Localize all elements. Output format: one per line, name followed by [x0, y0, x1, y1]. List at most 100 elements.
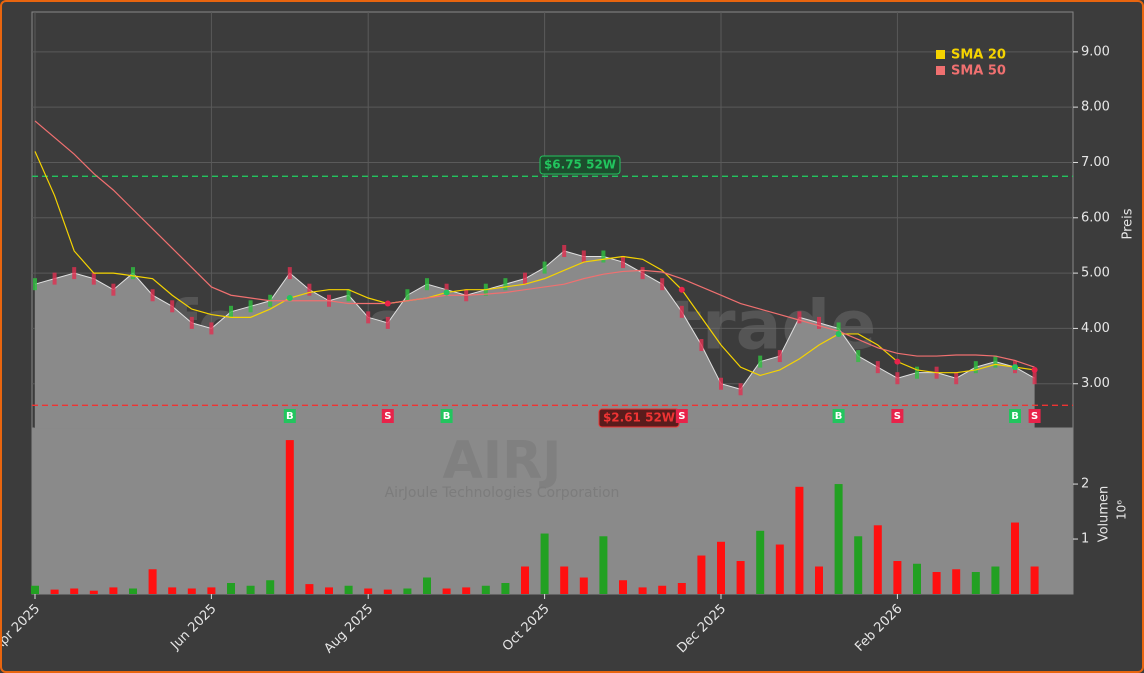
- signal-dot: [286, 295, 293, 301]
- signal-dot: [894, 358, 901, 365]
- candle: [640, 267, 645, 280]
- volume-bar: [129, 588, 137, 594]
- candle: [425, 278, 429, 291]
- volume-bar: [775, 544, 784, 594]
- candle: [542, 261, 547, 274]
- y-tick-label: 9.00: [1081, 44, 1110, 59]
- volume-bar: [854, 536, 863, 594]
- y2-tick-label: 2: [1081, 477, 1089, 492]
- candle: [562, 244, 567, 257]
- volume-bar: [305, 584, 314, 594]
- volume-bar: [89, 590, 98, 594]
- volume-bar: [423, 577, 431, 594]
- volume-bar: [50, 589, 59, 594]
- legend-label: SMA 50: [951, 64, 1006, 79]
- candle: [248, 300, 253, 313]
- candle: [307, 283, 312, 296]
- candle: [915, 366, 919, 379]
- volume-bar: [246, 585, 255, 594]
- signal-label: B: [1011, 411, 1019, 422]
- volume-bar: [285, 440, 294, 594]
- candle: [72, 267, 77, 280]
- signal-label: S: [1031, 411, 1038, 422]
- x-tick-label: Aug 2025: [321, 602, 376, 657]
- volume-bar: [227, 583, 235, 594]
- legend-swatch: [936, 50, 945, 59]
- volume-bar: [834, 484, 843, 594]
- volume-bar: [521, 566, 529, 594]
- candle: [111, 283, 116, 296]
- volume-bar: [168, 587, 177, 594]
- signal-badge: [675, 409, 688, 423]
- candle: [856, 350, 861, 363]
- signal-label: S: [384, 411, 391, 422]
- volume-bar: [795, 486, 804, 594]
- y-tick-label: 8.00: [1081, 100, 1110, 115]
- signal-badge: [832, 409, 845, 423]
- signal-dot: [1012, 364, 1018, 371]
- volume-bar: [501, 583, 510, 594]
- signal-badge: [283, 409, 296, 423]
- candle: [660, 278, 665, 291]
- candle: [875, 361, 880, 374]
- volume-bar: [599, 536, 608, 594]
- candle: [836, 322, 841, 335]
- volume-bar: [1030, 566, 1039, 594]
- candle: [719, 377, 723, 390]
- volume-bar: [873, 525, 882, 594]
- candle: [346, 289, 351, 302]
- volume-bar: [187, 588, 196, 594]
- candle: [895, 372, 900, 385]
- x-tick-label: Jun 2025: [168, 602, 220, 654]
- volume-bar: [403, 588, 412, 594]
- price-area: [35, 250, 1035, 428]
- volume-bar: [736, 561, 745, 594]
- price-line: [34, 250, 1035, 390]
- signal-label: B: [443, 411, 451, 422]
- volume-bar: [677, 583, 686, 594]
- level-label-box: [539, 155, 621, 175]
- candle: [170, 300, 175, 313]
- sma-line: [34, 120, 1035, 368]
- candle: [817, 316, 821, 329]
- candle: [503, 278, 508, 291]
- volume-bar: [325, 587, 333, 594]
- ticker-watermark: AIRJ: [443, 431, 562, 491]
- candle: [601, 250, 606, 263]
- candle: [758, 355, 763, 368]
- volume-bar: [952, 569, 961, 594]
- candle: [131, 267, 135, 280]
- candle: [1032, 372, 1037, 385]
- y-tick-label: 6.00: [1081, 210, 1110, 225]
- volume-bar: [932, 572, 941, 594]
- volume-bar: [991, 566, 1000, 594]
- candle: [209, 322, 214, 335]
- candle: [621, 256, 625, 269]
- signal-dot: [678, 286, 685, 293]
- volume-bar: [717, 541, 725, 594]
- volume-bar: [560, 566, 569, 594]
- volume-bar: [619, 580, 627, 594]
- candle: [777, 350, 782, 363]
- y2-axis-label: Volumen: [1097, 486, 1112, 543]
- volume-bar: [481, 585, 490, 594]
- volume-bar: [31, 585, 39, 594]
- volume-bar: [697, 555, 706, 594]
- signal-label: S: [678, 411, 685, 422]
- candle: [679, 305, 684, 318]
- candle: [738, 383, 743, 396]
- volume-bar: [579, 577, 588, 594]
- volume-bar: [383, 589, 392, 594]
- signal-badge: [1009, 409, 1021, 423]
- candle: [229, 305, 233, 318]
- company-watermark: AirJoule Technologies Corporation: [385, 485, 620, 501]
- signal-badge: [381, 409, 394, 423]
- volume-bar: [540, 533, 549, 594]
- volume-bar: [815, 566, 823, 594]
- volume-bar: [364, 588, 373, 594]
- y-axis-label: Preis: [1121, 208, 1136, 239]
- candle: [150, 289, 155, 302]
- candle: [189, 316, 194, 329]
